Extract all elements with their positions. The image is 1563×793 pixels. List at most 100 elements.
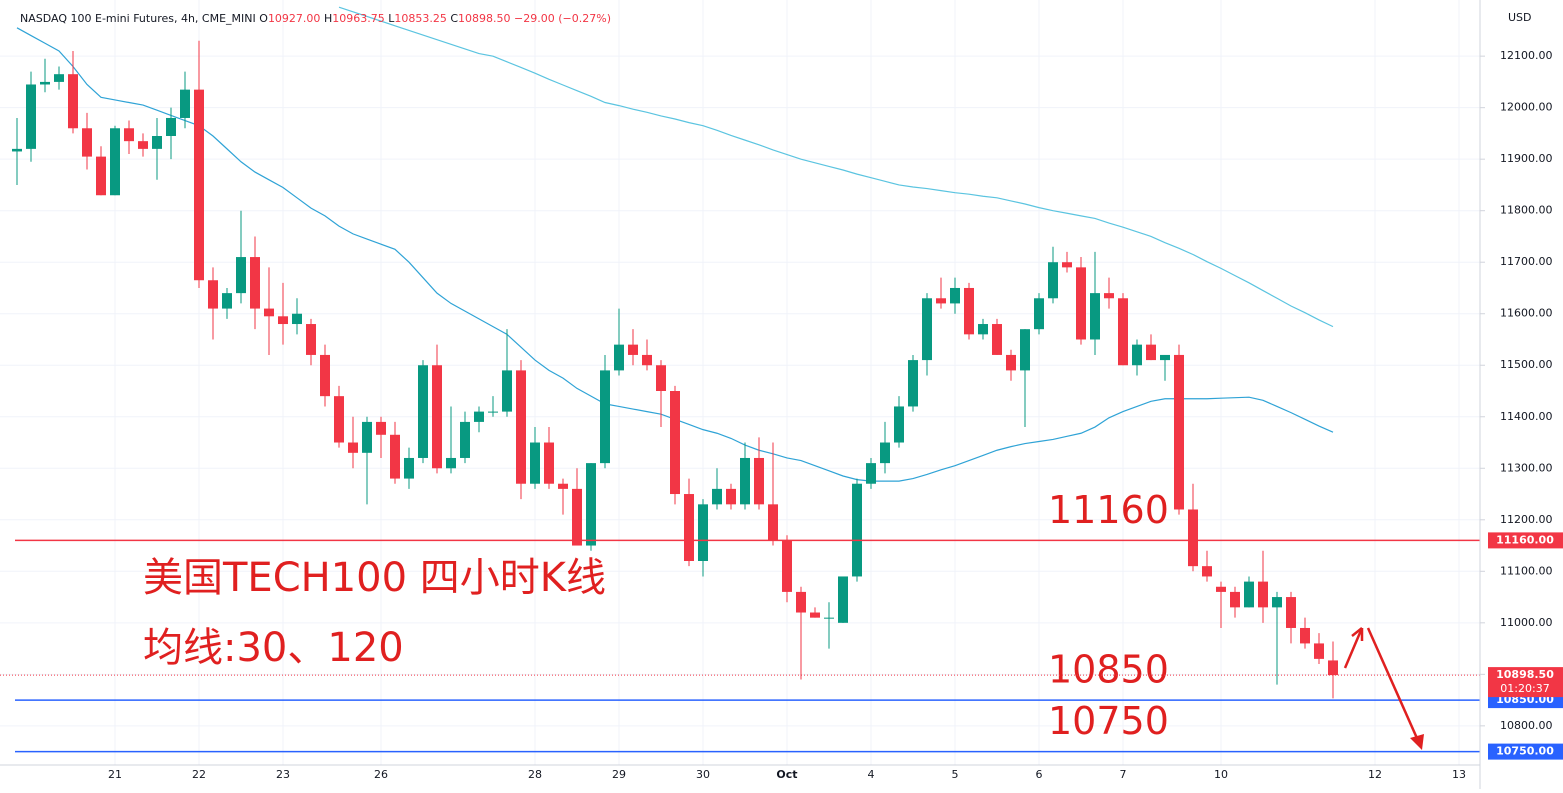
candle-body	[194, 89, 204, 281]
candle-body	[306, 324, 316, 355]
price-line-label: 10750.00	[1496, 745, 1554, 758]
x-tick-label: 28	[528, 768, 542, 781]
candle-body	[1230, 591, 1240, 608]
candle-body	[1202, 566, 1212, 577]
y-tick-label: 11400.00	[1500, 410, 1553, 423]
candle-body	[152, 136, 162, 149]
y-tick-label: 11000.00	[1500, 616, 1553, 629]
candle-body	[1174, 354, 1184, 510]
candle-body	[614, 344, 624, 371]
y-tick-label: 11900.00	[1500, 152, 1553, 165]
candle-body	[362, 421, 372, 453]
price-line-label: 11160.00	[1496, 533, 1554, 546]
x-tick-label: 5	[952, 768, 959, 781]
x-tick-label: 6	[1036, 768, 1043, 781]
x-tick-label: 12	[1368, 768, 1382, 781]
caption: 均线:30、120	[143, 625, 404, 671]
candle-body	[908, 360, 918, 407]
x-tick-label: 7	[1120, 768, 1127, 781]
y-tick-label: 11600.00	[1500, 307, 1553, 320]
candle-body	[1188, 509, 1198, 567]
candle-body	[488, 411, 498, 413]
candle-body	[726, 488, 736, 505]
ohlc-label: L	[388, 12, 395, 25]
candle-body	[250, 257, 260, 309]
candle-body	[852, 483, 862, 577]
candle-body	[26, 84, 36, 149]
candle-body	[1118, 298, 1128, 366]
x-tick-label: 26	[374, 768, 388, 781]
candle-body	[880, 442, 890, 464]
x-tick-label: 22	[192, 768, 206, 781]
change: −29.00 (−0.27%)	[514, 12, 611, 25]
price-line-label-box	[1488, 743, 1563, 760]
candle-body	[320, 354, 330, 397]
candle-body	[740, 457, 750, 505]
candle-body	[222, 293, 232, 309]
candle-body	[236, 257, 246, 294]
candle-body	[964, 287, 974, 335]
countdown: 01:20:37	[1500, 682, 1549, 695]
candle-body	[1314, 643, 1324, 659]
last-price-label: 10898.50	[1496, 668, 1554, 681]
ohlc-value: 10853.25	[394, 12, 447, 25]
candle-body	[278, 316, 288, 325]
last-price-box	[1488, 667, 1563, 698]
y-tick-label: 11100.00	[1500, 564, 1553, 577]
candle-body	[1048, 262, 1058, 299]
x-tick-label: 13	[1452, 768, 1466, 781]
price-line-label-box	[1488, 532, 1563, 549]
candle-body	[82, 128, 92, 157]
header: NASDAQ 100 E-mini Futures, 4h, CME_MINI …	[20, 12, 611, 25]
candle-body	[978, 324, 988, 335]
candle-body	[516, 370, 526, 484]
candle-body	[432, 365, 442, 469]
candle-body	[1062, 262, 1072, 268]
candle-body	[1146, 344, 1156, 361]
arrow-down	[1366, 627, 1422, 746]
candle-body	[12, 148, 22, 152]
x-tick-label: Oct	[776, 768, 797, 781]
candle-body	[390, 434, 400, 479]
candle-body	[754, 457, 764, 505]
arrow-up-head	[1351, 627, 1364, 641]
candle-body	[166, 117, 176, 136]
candle-body	[474, 411, 484, 422]
candle-body	[838, 576, 848, 623]
candle-body	[684, 494, 694, 561]
candle-body	[1244, 581, 1254, 608]
candle-body	[124, 128, 134, 142]
candle-body	[208, 280, 218, 309]
candle-body	[866, 463, 876, 484]
candle-body	[768, 504, 778, 541]
candle-body	[334, 396, 344, 443]
candle-body	[628, 344, 638, 355]
candle-body	[40, 81, 50, 85]
currency: USD	[1508, 11, 1532, 24]
candle-body	[572, 488, 582, 546]
candle-body	[1006, 354, 1016, 371]
candle-body	[1160, 354, 1170, 361]
candle-body	[1272, 597, 1282, 608]
candle-body	[558, 483, 568, 489]
candle-body	[586, 463, 596, 546]
x-tick-label: 21	[108, 768, 122, 781]
y-tick-label: 12000.00	[1500, 101, 1553, 114]
candle-body	[1090, 293, 1100, 340]
candle-body	[698, 504, 708, 561]
x-tick-label: 4	[868, 768, 875, 781]
ohlc-label: C	[450, 12, 458, 25]
y-tick-label: 11800.00	[1500, 204, 1553, 217]
x-tick-label: 10	[1214, 768, 1228, 781]
candle-body	[446, 457, 456, 469]
candle-body	[110, 128, 120, 196]
annotation: 11160	[1048, 488, 1169, 532]
y-tick-label: 11300.00	[1500, 461, 1553, 474]
candle-body	[1104, 293, 1114, 299]
candle-body	[292, 313, 302, 325]
arrow-down-head	[1410, 734, 1424, 750]
candle-body	[1258, 581, 1268, 608]
candle-body	[460, 421, 470, 458]
